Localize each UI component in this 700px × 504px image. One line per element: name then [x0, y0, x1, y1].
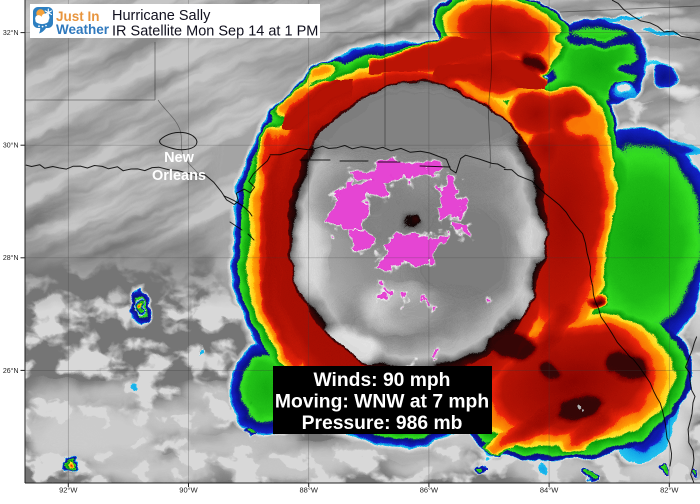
svg-text:90°W: 90°W [179, 486, 198, 495]
svg-text:Moving: WNW at 7 mph: Moving: WNW at 7 mph [275, 392, 489, 413]
svg-text:30°N: 30°N [3, 142, 19, 150]
svg-text:88°W: 88°W [299, 486, 318, 495]
svg-text:92°W: 92°W [59, 486, 78, 495]
svg-text:New: New [164, 150, 195, 166]
svg-text:26°N: 26°N [3, 367, 19, 375]
svg-text:82°W: 82°W [660, 486, 679, 495]
svg-text:84°W: 84°W [540, 486, 559, 495]
svg-text:28°N: 28°N [3, 254, 19, 262]
svg-text:IR Satellite Mon Sep 14 at 1 P: IR Satellite Mon Sep 14 at 1 PM [112, 24, 318, 40]
svg-text:Orleans: Orleans [152, 168, 206, 184]
svg-text:Winds: 90 mph: Winds: 90 mph [314, 370, 451, 391]
svg-text:Weather: Weather [56, 22, 110, 37]
svg-text:Pressure: 986 mb: Pressure: 986 mb [302, 413, 463, 434]
svg-text:Hurricane Sally: Hurricane Sally [112, 8, 211, 24]
svg-text:86°W: 86°W [420, 486, 439, 495]
svg-text:Just In: Just In [56, 9, 100, 24]
svg-text:32°N: 32°N [3, 29, 19, 37]
